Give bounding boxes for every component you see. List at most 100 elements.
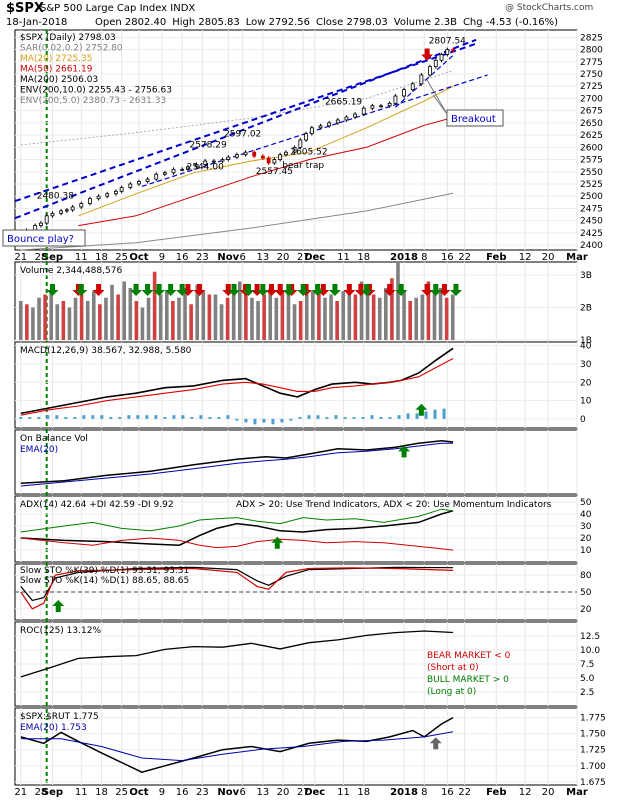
candle-body: [402, 89, 406, 97]
volume-bar: [134, 301, 139, 340]
y-tick-label: 1.750: [580, 730, 606, 740]
ohlc-stats: Open 2802.40 High 2805.83 Low 2792.56 Close…: [95, 17, 564, 28]
roc-note: BULL MARKET > 0: [427, 675, 509, 685]
roc-note: BEAR MARKET < 0: [427, 651, 511, 661]
candle-body: [235, 154, 239, 158]
up-arrow-icon: [271, 536, 284, 549]
macd-histogram-bar: [19, 417, 23, 419]
macd-histogram-bar: [352, 417, 356, 419]
volume-bar: [444, 297, 449, 340]
volume-bar: [402, 291, 406, 340]
down-arrow-icon: [164, 284, 177, 296]
volume-bar: [18, 301, 23, 340]
candle-body: [39, 222, 43, 226]
y-tick-label: 1.775: [580, 714, 606, 724]
stoch-line: [20, 567, 454, 610]
candle-body: [260, 155, 265, 159]
candle-body: [292, 146, 297, 153]
y-tick-label: 10: [580, 546, 592, 556]
candle-body: [243, 151, 248, 156]
x-tick-label-bottom: 11: [337, 787, 350, 798]
candle-body: [145, 178, 150, 182]
macd-histogram-bar: [307, 415, 311, 419]
volume-bar: [213, 294, 218, 340]
macd-histogram-bar: [433, 409, 437, 419]
volume-bar: [79, 294, 84, 340]
x-tick-label-bottom: Oct: [129, 787, 148, 798]
y-tick-label: 20: [580, 605, 592, 615]
y-tick-label: 2725: [580, 82, 603, 92]
y-tick-label: 5.0: [580, 674, 595, 684]
macd-histogram-bar: [136, 415, 140, 419]
volume-bar: [329, 294, 333, 340]
x-tick-label-bottom: 20: [542, 787, 555, 798]
candle-body: [128, 183, 133, 188]
x-tick-label: Mar: [566, 252, 588, 263]
y-tick-label: 2.5: [580, 688, 594, 698]
candle-body: [194, 164, 199, 168]
down-arrow-icon: [176, 284, 189, 296]
bounce-callout: Bounce play?: [7, 234, 74, 245]
x-tick-label: 23: [196, 252, 209, 263]
candle-body: [44, 215, 49, 224]
candle-body: [137, 181, 141, 185]
x-tick-label-bottom: 27: [297, 787, 310, 798]
macd-histogram-bar: [334, 415, 338, 419]
down-arrow-icon: [343, 284, 356, 296]
volume-bar: [195, 284, 200, 340]
volume-bar: [341, 291, 346, 340]
volume-bar: [25, 304, 29, 340]
price-annotation: 2557.45: [256, 167, 293, 177]
volume-bar: [317, 288, 321, 340]
stoch-line: [20, 566, 454, 602]
candle-body: [335, 119, 340, 124]
macd-histogram-bar: [298, 417, 302, 419]
macd-histogram-bar: [37, 417, 41, 419]
volume-bar: [298, 301, 303, 340]
x-tick-label-bottom: 23: [196, 787, 209, 798]
y-tick-label: 2500: [580, 192, 603, 202]
down-arrow-icon: [228, 284, 241, 296]
x-tick-label: 11: [337, 252, 350, 263]
y-tick-label: 1B: [580, 336, 592, 346]
y-tick-label: 2525: [580, 180, 603, 190]
price-legend-item: MA(20) 2725.35: [20, 54, 92, 64]
price-annotation: 2597.02: [224, 130, 261, 140]
price-annotation: 2807.54: [429, 37, 466, 47]
price-annotation: 2605.52: [290, 148, 327, 158]
macd-histogram-bar: [415, 413, 419, 419]
x-tick-label-bottom: 16: [441, 787, 454, 798]
ma200-line: [20, 192, 454, 251]
macd-histogram-bar: [253, 418, 257, 425]
down-arrow-icon: [130, 284, 143, 296]
x-tick-label-bottom: 18: [95, 787, 108, 798]
volume-bar: [311, 291, 315, 340]
chart-exchange: INDX: [170, 3, 196, 14]
envelope-upper-line: [20, 70, 454, 146]
down-arrow-icon: [360, 284, 373, 296]
y-tick-label: 3B: [580, 271, 592, 281]
volume-bar: [274, 297, 279, 340]
volume-bar: [43, 294, 47, 340]
volume-bar: [359, 281, 364, 340]
volume-bar: [110, 284, 114, 340]
macd-histogram-bar: [388, 417, 392, 419]
macd-histogram-bar: [64, 417, 68, 419]
volume-bar: [37, 297, 41, 340]
adx-title: ADX(14) 42.64 +DI 42.59 -DI 9.92: [20, 500, 174, 510]
stat-volume: Volume 2.3B: [393, 17, 457, 28]
adx-di-line: [20, 508, 454, 533]
volume-bar: [171, 301, 175, 340]
x-tick-label-bottom: 2018: [390, 787, 418, 798]
obv-title: On Balance Vol: [20, 434, 88, 444]
x-tick-label: 16: [441, 252, 454, 263]
down-arrow-icon: [274, 284, 287, 296]
volume-bar: [396, 262, 400, 340]
x-tick-label-bottom: Sep: [42, 787, 63, 798]
volume-bar: [292, 304, 297, 340]
volume-bar: [85, 301, 90, 340]
macd-histogram-bar: [271, 418, 275, 425]
y-tick-label: 2625: [580, 131, 603, 141]
volume-bar: [250, 297, 254, 340]
ratio-title: $SPX:$RUT 1.775: [20, 712, 99, 722]
